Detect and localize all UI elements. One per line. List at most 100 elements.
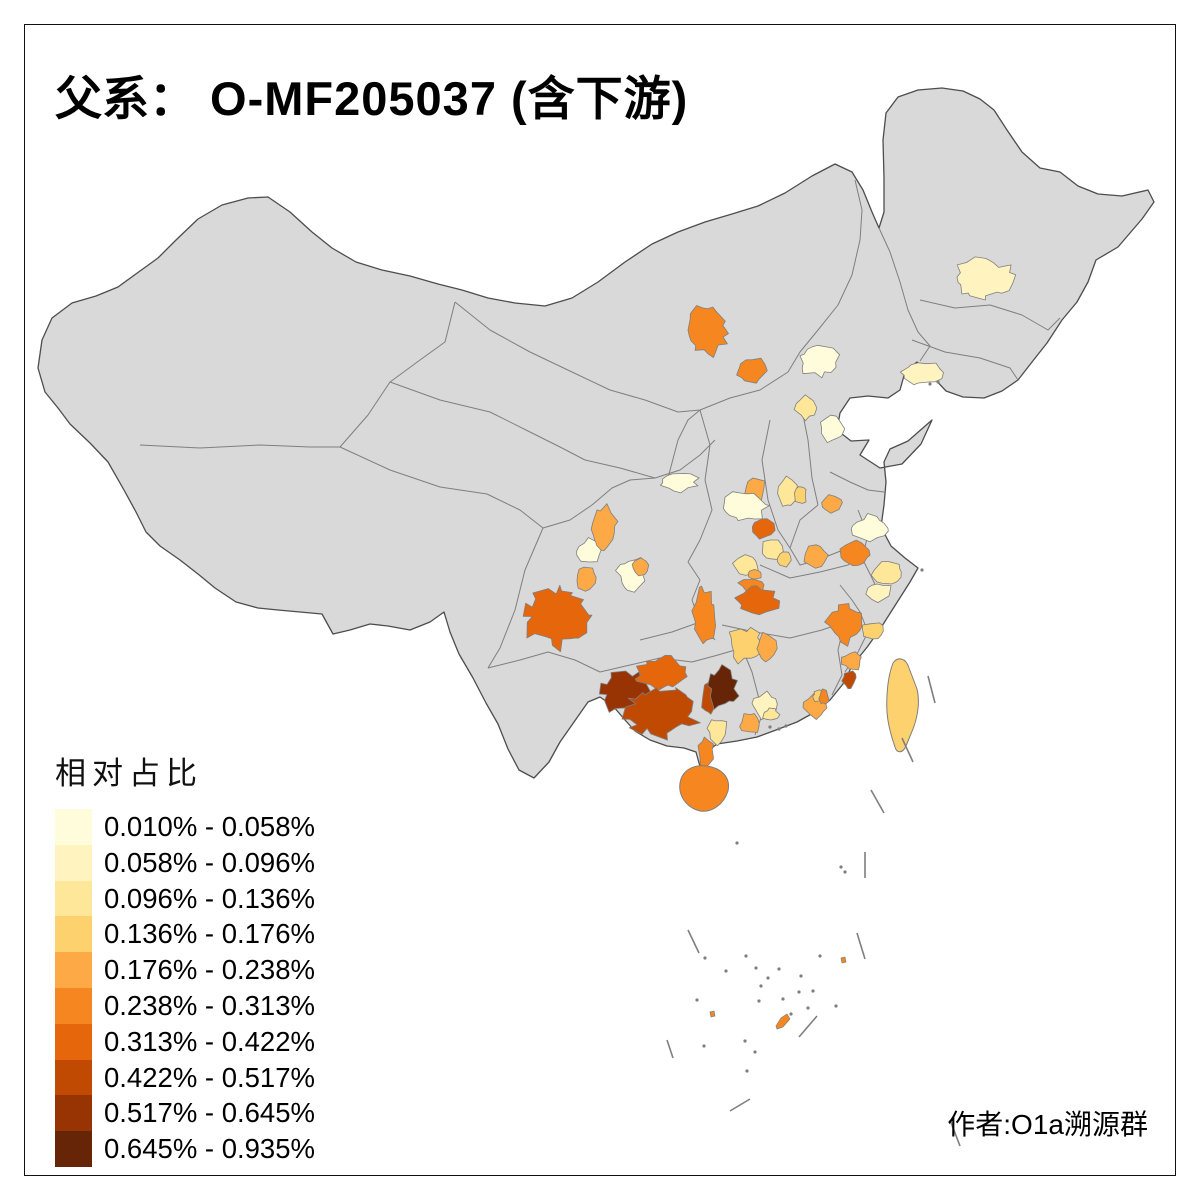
islet-dot — [744, 954, 748, 958]
islet-dot — [735, 841, 739, 845]
islet-dot — [797, 990, 801, 994]
islet-dot — [724, 969, 728, 973]
prefecture-region-class-2 — [865, 583, 892, 603]
islet-dot — [695, 998, 699, 1002]
province-border — [789, 504, 857, 566]
islet-dot — [928, 382, 932, 386]
islet-dot — [811, 989, 815, 993]
legend-row: 0.238% - 0.313% — [55, 987, 315, 1024]
province-border — [839, 584, 861, 613]
prefecture-region-class-10 — [707, 664, 740, 710]
legend-title: 相对占比 — [55, 756, 203, 791]
prefecture-region-class-5 — [756, 631, 778, 663]
prefecture-region-class-5 — [739, 713, 760, 733]
colored-islet — [775, 1013, 791, 1030]
islet-dot — [743, 1039, 747, 1043]
prefecture-region-class-6 — [818, 688, 830, 705]
mainland-outline — [37, 87, 1155, 779]
legend-label-4: 0.136% - 0.176% — [104, 918, 315, 950]
islet-dot — [818, 954, 822, 958]
sea-boundary-dash — [798, 1015, 818, 1038]
islet-dot — [784, 724, 788, 728]
province-border — [487, 527, 544, 669]
prefecture-region-class-8 — [841, 670, 857, 690]
legend-row: 0.517% - 0.645% — [55, 1095, 315, 1132]
islet-dot — [766, 976, 770, 980]
islet-dot — [789, 1012, 793, 1016]
legend: 相对占比 0.010% - 0.058% 0.058% - 0.096% 0.096… — [55, 748, 315, 1167]
province-border — [629, 647, 743, 666]
prefecture-region-class-7 — [734, 585, 780, 616]
province-border — [139, 444, 340, 449]
province-border — [639, 621, 701, 641]
prefecture-region-class-1 — [660, 473, 700, 494]
legend-label-10: 0.645% - 0.935% — [104, 1133, 315, 1165]
legend-row: 0.176% - 0.238% — [55, 952, 315, 988]
prefecture-region-class-5 — [841, 651, 862, 671]
prefecture-region-class-4 — [861, 622, 884, 640]
prefecture-region-class-4 — [776, 551, 792, 568]
legend-swatch-8 — [55, 1059, 92, 1096]
province-border — [799, 399, 819, 506]
islet-dot — [839, 865, 843, 869]
legend-row: 0.010% - 0.058% — [55, 809, 315, 845]
province-border — [919, 299, 1061, 331]
china-mainland — [37, 87, 1155, 779]
prefecture-region-class-4 — [728, 627, 764, 665]
province-borders — [139, 179, 1061, 736]
legend-rows: 0.010% - 0.058% 0.058% - 0.096% 0.096% - 0… — [55, 809, 315, 1167]
province-border — [389, 381, 586, 461]
province-border — [911, 339, 1019, 381]
prefecture-region-class-3 — [706, 719, 728, 747]
prefecture-region-class-3 — [870, 561, 902, 585]
prefecture-region-class-6 — [839, 539, 871, 567]
legend-swatch-2 — [55, 844, 92, 881]
legend-swatch-3 — [55, 880, 92, 917]
prefecture-region-class-3 — [762, 707, 781, 721]
taiwan-island — [886, 658, 919, 753]
prefecture-region-class-5 — [821, 494, 843, 514]
province-border — [339, 301, 456, 448]
prefecture-region-class-1 — [820, 414, 846, 444]
legend-swatch-9 — [55, 1095, 92, 1132]
province-border — [761, 419, 791, 549]
province-border — [339, 446, 544, 529]
legend-swatch-6 — [55, 987, 92, 1024]
prefecture-region-class-5 — [747, 569, 762, 580]
islet-dot — [757, 999, 761, 1003]
sea-boundary-dash — [901, 737, 914, 763]
legend-label-2: 0.058% - 0.096% — [104, 846, 315, 878]
sea-boundary-dash — [729, 1098, 751, 1112]
islet-dot — [768, 725, 772, 729]
prefecture-region-class-6 — [697, 736, 714, 771]
sea-boundary-dash — [870, 789, 885, 814]
prefecture-region-class-5 — [576, 566, 597, 592]
legend-label-3: 0.096% - 0.136% — [104, 882, 315, 914]
islet-dot — [781, 997, 785, 1001]
legend-row: 0.422% - 0.517% — [55, 1059, 315, 1096]
sea-boundary-dash — [949, 1119, 961, 1147]
prefecture-region-class-2 — [899, 362, 944, 386]
legend-label-7: 0.313% - 0.422% — [104, 1025, 315, 1057]
legend-row: 0.645% - 0.935% — [55, 1131, 315, 1167]
sea-dashes-and-islets — [666, 380, 961, 1147]
province-border — [542, 439, 716, 529]
islet-dot — [834, 1004, 838, 1008]
prefecture-region-class-5 — [590, 503, 619, 551]
sea-boundary-dash — [856, 932, 866, 960]
prefecture-region-class-2 — [956, 256, 1017, 301]
legend-swatch-10 — [55, 1131, 92, 1167]
sea-boundary-dash — [927, 675, 936, 704]
prefecture-region-class-5 — [803, 544, 829, 569]
province-border — [667, 409, 701, 479]
islands — [679, 658, 919, 812]
legend-label-6: 0.238% - 0.313% — [104, 989, 315, 1021]
province-border — [454, 179, 863, 413]
legend-label-1: 0.010% - 0.058% — [104, 811, 315, 842]
prefecture-region-class-1 — [723, 491, 770, 521]
legend-row: 0.313% - 0.422% — [55, 1023, 315, 1060]
legend-row: 0.096% - 0.136% — [55, 880, 315, 917]
legend-swatch-4 — [55, 916, 92, 953]
province-border — [687, 409, 713, 563]
province-border — [741, 647, 763, 736]
